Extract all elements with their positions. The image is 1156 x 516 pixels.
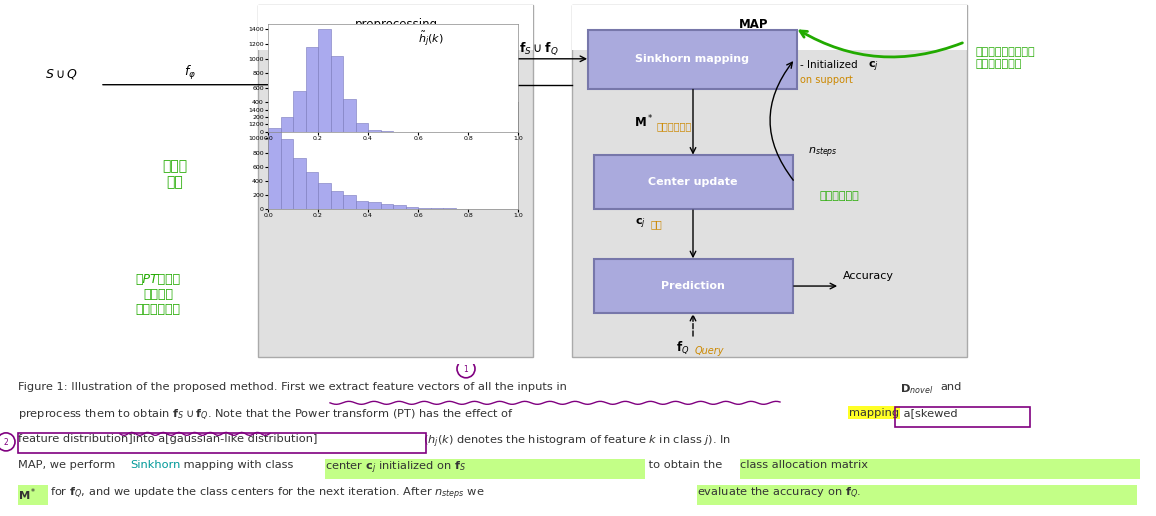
Text: preprocessing: preprocessing: [355, 18, 438, 31]
Text: 迭代中心估计: 迭代中心估计: [820, 191, 860, 201]
FancyBboxPatch shape: [281, 48, 510, 122]
Text: $\mathbf{M}^*$: $\mathbf{M}^*$: [18, 486, 37, 503]
Text: $(h_j(k)$ denotes the histogram of feature $k$ in class $j$). In: $(h_j(k)$ denotes the histogram of featu…: [423, 434, 732, 450]
Text: $\mathbf{f}_Q$: $\mathbf{f}_Q$: [676, 339, 689, 356]
Text: MAP, we perform: MAP, we perform: [18, 460, 119, 470]
Text: Prediction: Prediction: [661, 281, 725, 291]
Bar: [325, 459, 645, 479]
Text: Figure 1: Illustration of the proposed method. First we extract feature vectors : Figure 1: Illustration of the proposed m…: [18, 382, 571, 392]
Text: for $\mathbf{f}_Q$, and we update the class centers for the next iteration. Afte: for $\mathbf{f}_Q$, and we update the cl…: [50, 486, 486, 503]
Bar: [380, 204, 393, 209]
Text: $f_\varphi$: $f_\varphi$: [184, 64, 197, 82]
Text: a[skewed: a[skewed: [901, 408, 957, 418]
Text: preprocess them to obtain $\mathbf{f}_S \cup \mathbf{f}_Q$. Note that the Power : preprocess them to obtain $\mathbf{f}_S …: [18, 408, 514, 423]
FancyBboxPatch shape: [572, 5, 968, 50]
Text: Query: Query: [695, 346, 725, 356]
Text: mapping with class: mapping with class: [180, 460, 297, 470]
Text: Accuracy: Accuracy: [843, 271, 894, 281]
Bar: [268, 128, 281, 132]
Bar: [740, 459, 1140, 479]
Bar: [318, 183, 331, 209]
Bar: [305, 47, 318, 132]
Bar: [368, 202, 380, 209]
Bar: [318, 29, 331, 132]
Text: Sinkhorn mapping: Sinkhorn mapping: [635, 54, 749, 64]
Text: $\tilde{h}_j(k)$: $\tilde{h}_j(k)$: [417, 29, 444, 49]
Text: MAP: MAP: [739, 18, 769, 31]
Bar: [697, 485, 1138, 505]
Text: 使用最大化后验估计
求得各类的中心: 使用最大化后验估计 求得各类的中心: [975, 47, 1035, 69]
Text: on support: on support: [800, 75, 853, 85]
Bar: [305, 171, 318, 209]
Text: class allocation matrix: class allocation matrix: [740, 460, 868, 470]
Text: $\mathbf{f}_S \cup \mathbf{f}_Q$: $\mathbf{f}_S \cup \mathbf{f}_Q$: [519, 40, 558, 57]
Text: Sinkhorn: Sinkhorn: [129, 460, 180, 470]
Bar: [406, 207, 418, 209]
Bar: [356, 123, 368, 132]
Text: 更新: 更新: [651, 219, 662, 229]
Bar: [281, 139, 292, 209]
Text: - Initialized: - Initialized: [800, 60, 861, 70]
Text: $h_j(k)$: $h_j(k)$: [410, 110, 436, 127]
Bar: [343, 99, 356, 132]
Text: and: and: [940, 382, 962, 392]
Bar: [343, 195, 356, 209]
Bar: [430, 208, 443, 209]
Text: 用PT转换后
服从高斯
分布的特征化: 用PT转换后 服从高斯 分布的特征化: [135, 272, 180, 315]
Bar: [18, 433, 427, 453]
FancyBboxPatch shape: [258, 5, 533, 50]
FancyBboxPatch shape: [588, 30, 796, 89]
Text: $\mathbf{M}^*$: $\mathbf{M}^*$: [633, 114, 653, 131]
Text: 1: 1: [464, 365, 468, 374]
Bar: [393, 205, 406, 209]
Text: 类间联系矩阵: 类间联系矩阵: [657, 122, 692, 132]
Text: PT: PT: [384, 76, 409, 94]
Text: $\mathbf{D}_{novel}$: $\mathbf{D}_{novel}$: [901, 382, 933, 396]
Text: $\mathbf{c}_j$: $\mathbf{c}_j$: [868, 59, 879, 74]
Text: $n_{steps}$: $n_{steps}$: [808, 146, 838, 160]
Bar: [18, 485, 49, 505]
Text: center $\mathbf{c}_j$ initialized on $\mathbf{f}_S$: center $\mathbf{c}_j$ initialized on $\m…: [325, 460, 466, 476]
FancyArrowPatch shape: [800, 31, 963, 57]
Text: mapping: mapping: [849, 408, 899, 418]
FancyBboxPatch shape: [594, 259, 793, 313]
Bar: [281, 117, 292, 132]
Text: $\mathbf{c}_j$: $\mathbf{c}_j$: [635, 217, 646, 231]
Bar: [268, 107, 281, 209]
Bar: [418, 208, 430, 209]
Text: $\downarrow$PT: $\downarrow$PT: [379, 133, 413, 147]
Bar: [292, 91, 305, 132]
Text: feature distribution]into a[gaussian-like distribution]: feature distribution]into a[gaussian-lik…: [18, 434, 318, 444]
Bar: [331, 56, 343, 132]
Bar: [292, 158, 305, 209]
Text: 提取的
特征: 提取的 特征: [163, 159, 187, 189]
Text: evaluate the accuracy on $\mathbf{f}_Q$.: evaluate the accuracy on $\mathbf{f}_Q$.: [697, 486, 861, 501]
Text: $S \cup Q$: $S \cup Q$: [45, 67, 79, 81]
FancyBboxPatch shape: [594, 155, 793, 209]
Bar: [331, 191, 343, 209]
Bar: [356, 202, 368, 209]
FancyBboxPatch shape: [572, 5, 968, 357]
Text: 2: 2: [3, 439, 8, 447]
Text: to obtain the: to obtain the: [645, 460, 726, 470]
FancyBboxPatch shape: [258, 5, 533, 357]
Bar: [443, 208, 455, 209]
Bar: [368, 130, 380, 132]
Text: Center update: Center update: [649, 178, 738, 187]
Bar: [895, 407, 1030, 427]
